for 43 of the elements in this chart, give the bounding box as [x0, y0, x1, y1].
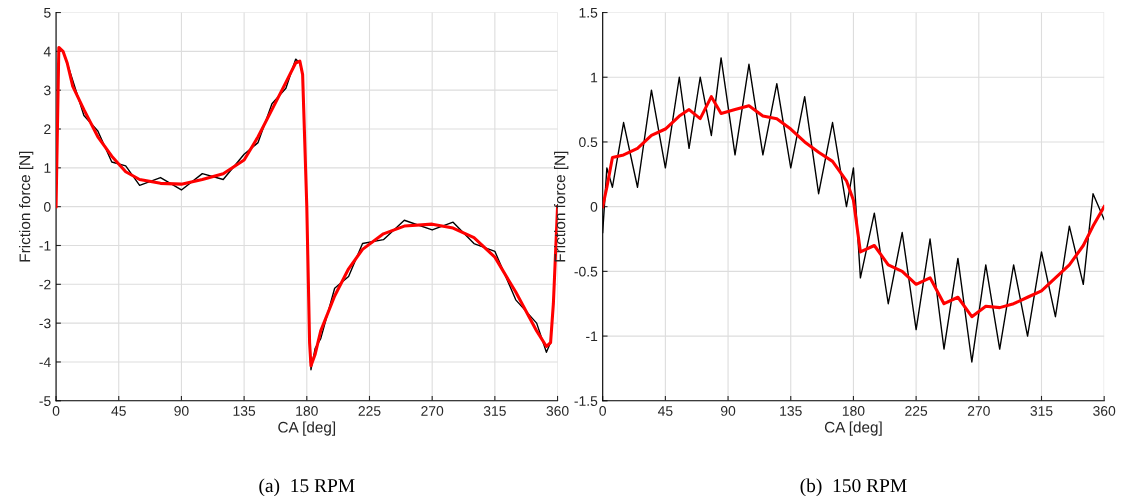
x-tick-label: 45: [111, 406, 126, 416]
y-tick-label: -0.5: [574, 266, 598, 277]
y-tick-label: -1.5: [574, 396, 598, 406]
y-tick-label: -3: [39, 318, 51, 329]
y-tick-label: -2: [39, 279, 51, 290]
y-tick-label: -1: [39, 240, 51, 251]
x-tick-label: 360: [1093, 406, 1116, 416]
y-tick-label: 2: [44, 124, 51, 135]
y-tick-label: -5: [39, 396, 51, 406]
x-tick-label: 180: [842, 406, 865, 416]
y-tick-label: 1: [591, 72, 598, 83]
y-tick-label: 1.5: [579, 8, 598, 18]
y-tick-label: 5: [44, 8, 51, 18]
x-tick-label: 0: [52, 406, 60, 416]
x-tick-label: 180: [296, 406, 318, 416]
line-series: [602, 95, 1105, 319]
y-axis-title: Friction force [N]: [19, 151, 34, 262]
x-tick-label: 225: [905, 406, 928, 416]
x-tick-label: 225: [358, 406, 381, 416]
y-tick-label: 0: [44, 202, 51, 212]
y-tick-label: 0.5: [579, 137, 598, 148]
y-tick-label: 3: [43, 85, 51, 96]
x-axis-title: CA [deg]: [824, 421, 882, 436]
x-tick-label: 315: [483, 406, 506, 416]
x-tick-label: 90: [720, 406, 736, 416]
y-axis-title: Friction force [N]: [554, 151, 569, 262]
x-axis-title: CA [deg]: [278, 421, 336, 436]
x-tick-label: 135: [233, 406, 256, 416]
x-tick-label: 45: [657, 406, 673, 416]
y-tick-label: -4: [39, 357, 51, 368]
y-tick-label: 0: [590, 202, 598, 212]
x-tick-label: 315: [1030, 406, 1053, 416]
text: (a) 15 RPM: [259, 478, 355, 497]
x-tick-label: 360: [546, 406, 569, 416]
y-tick-label: 4: [43, 46, 51, 57]
x-tick-label: 270: [967, 406, 990, 416]
x-tick-label: 90: [174, 406, 189, 416]
x-tick-label: 270: [421, 406, 444, 416]
text: (b) 150 RPM: [800, 478, 907, 497]
y-tick-label: 1: [44, 163, 51, 173]
x-tick-label: 135: [780, 406, 802, 416]
x-tick-label: 0: [599, 406, 606, 416]
y-tick-label: -1: [586, 331, 598, 342]
